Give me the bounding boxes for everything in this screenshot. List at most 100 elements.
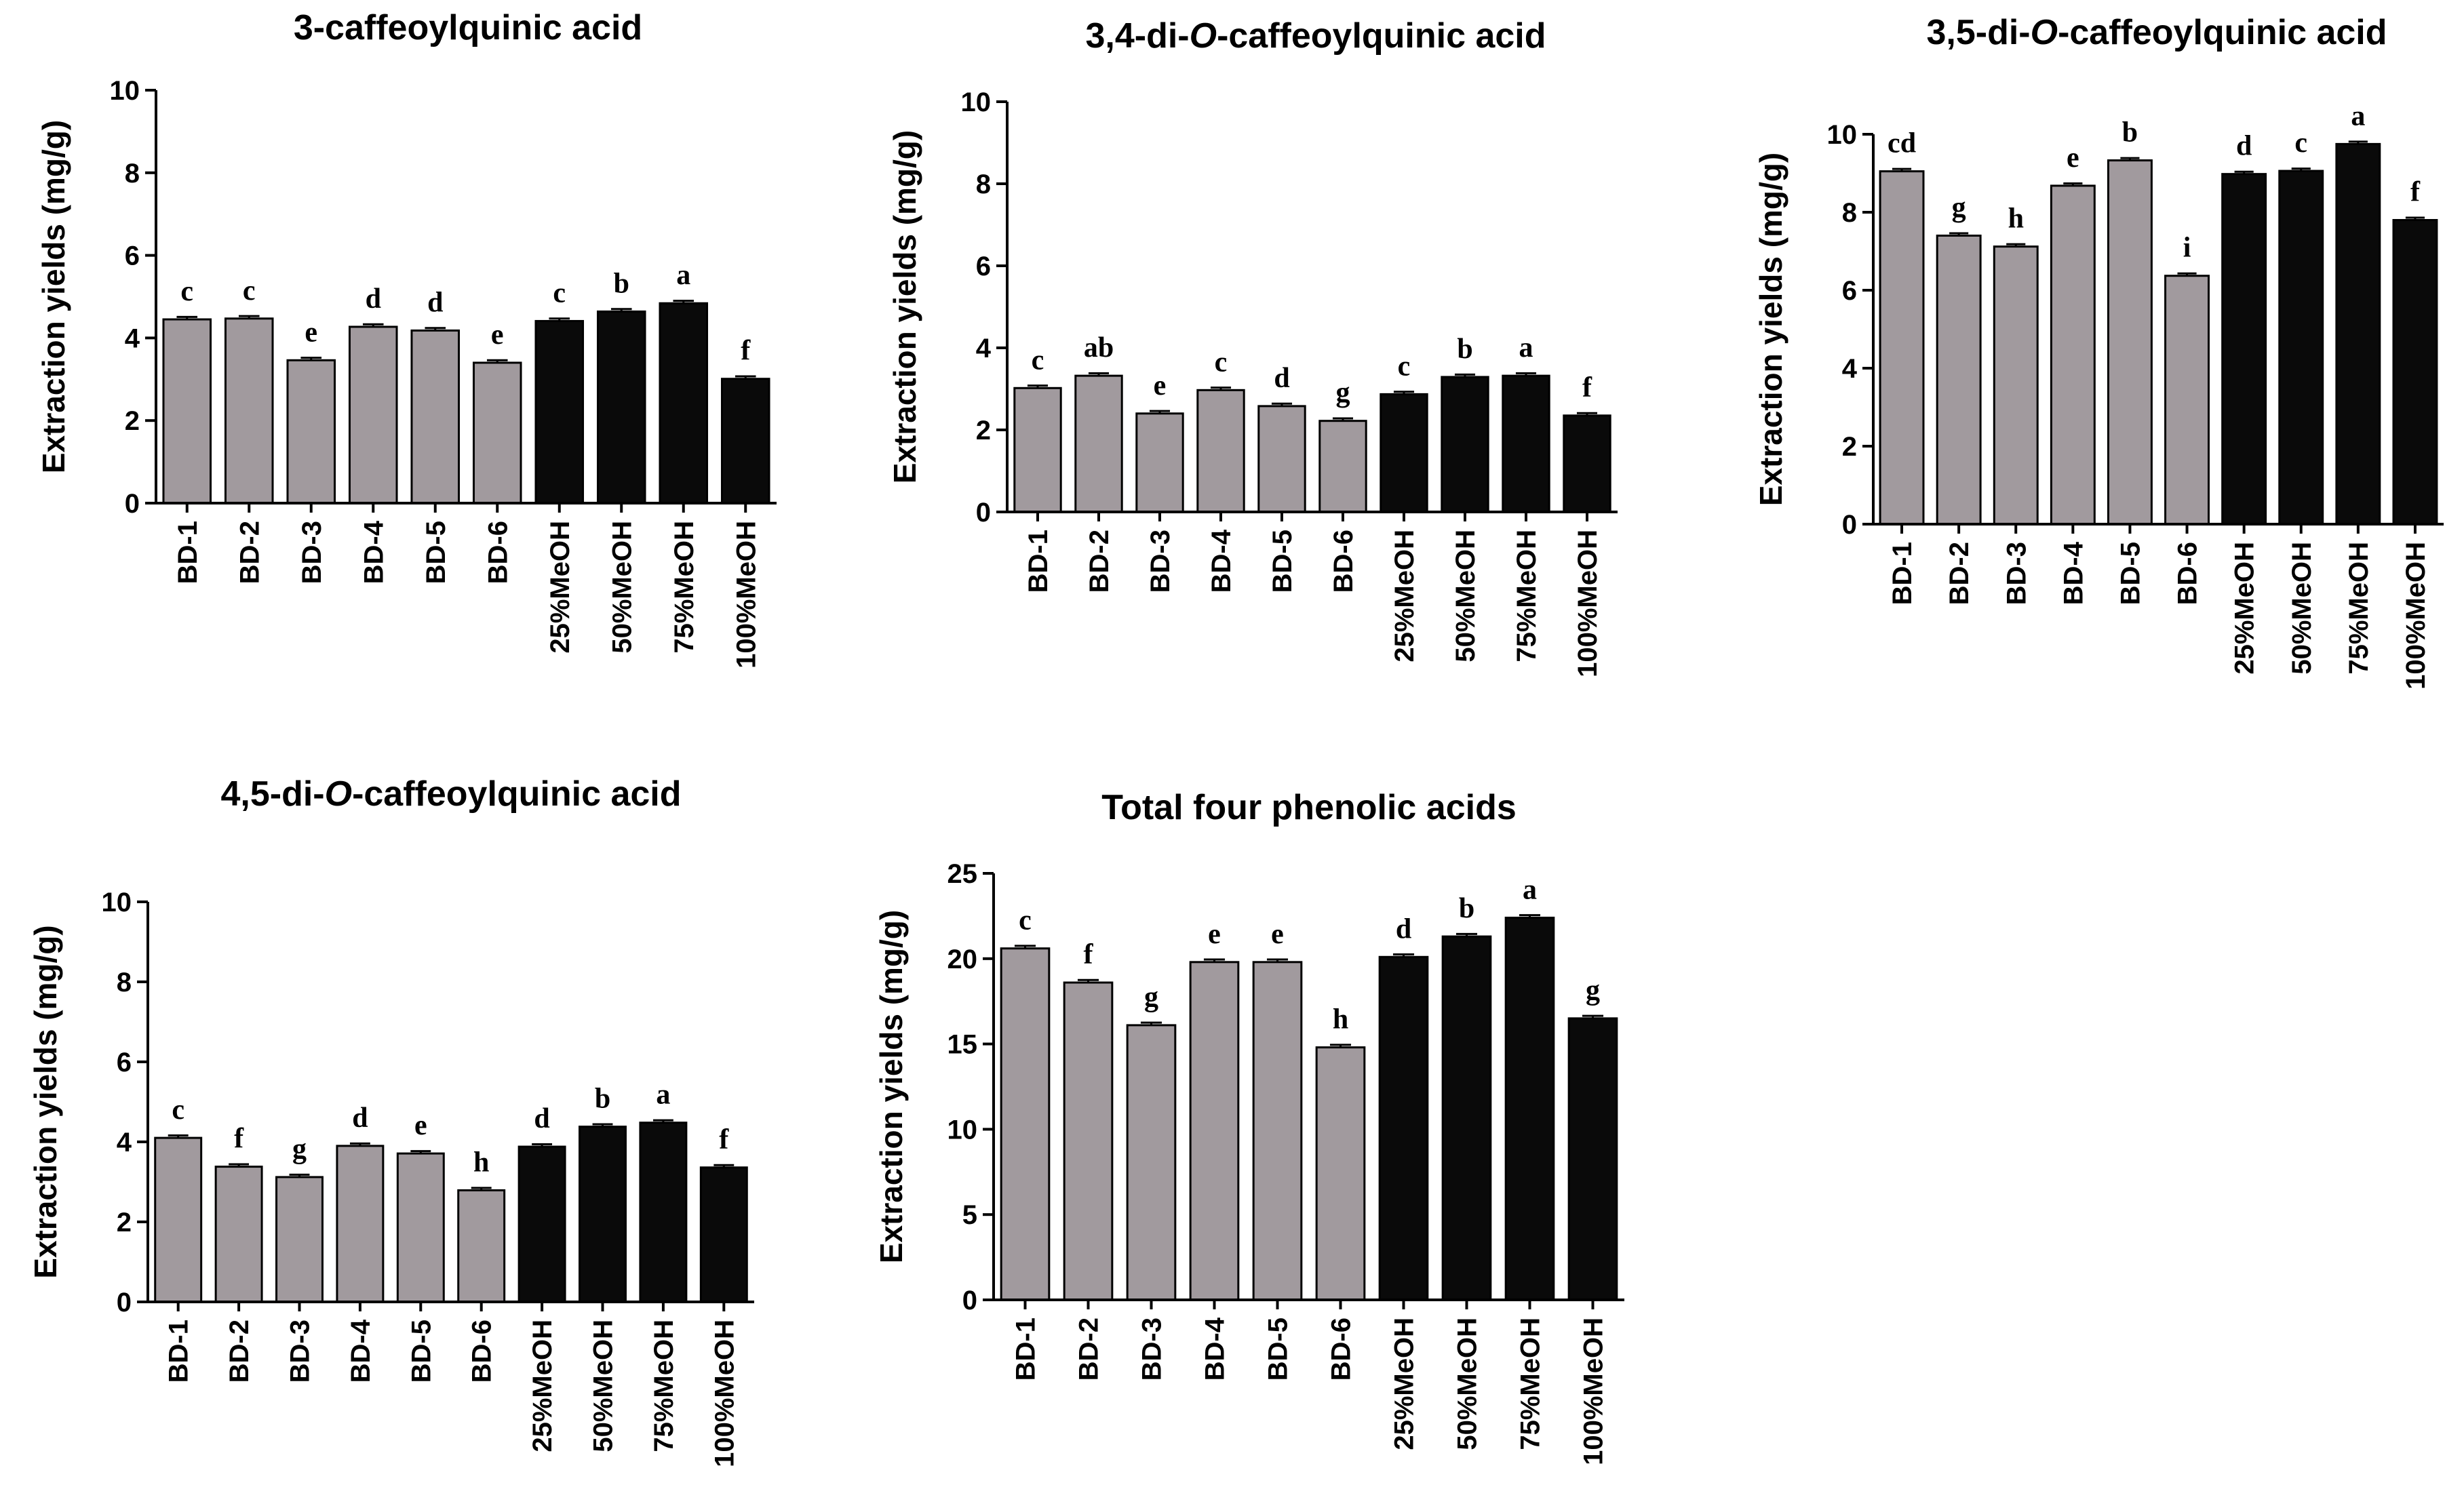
bar-BD-5: [1252, 961, 1303, 1301]
significance-label: b: [595, 1084, 610, 1115]
x-tick-label: BD-2: [224, 1320, 254, 1383]
bar-50%MeOH: [2278, 170, 2324, 526]
y-axis-label: Extraction yields (mg/g): [36, 120, 71, 473]
x-tick-label: BD-6: [467, 1320, 497, 1383]
x-tick-label: 100%MeOH: [1579, 1317, 1609, 1465]
x-tick-label: BD-4: [1207, 529, 1236, 593]
x-tick-label: BD-2: [1944, 542, 1974, 605]
y-tick-label: 0: [117, 1288, 132, 1317]
bar-25%MeOH: [2221, 173, 2267, 526]
bar-BD-1: [154, 1136, 203, 1303]
significance-label: e: [1208, 919, 1221, 950]
bar-BD-6: [1318, 420, 1367, 513]
chart-title: Total four phenolic acids: [1101, 788, 1517, 827]
bar-75%MeOH: [659, 302, 709, 504]
bar-BD-6: [472, 361, 522, 504]
x-tick-label: BD-3: [2001, 542, 2031, 605]
significance-label: c: [2294, 127, 2307, 159]
x-tick-label: 25%MeOH: [545, 521, 575, 654]
bar-75%MeOH: [1502, 374, 1550, 513]
x-tick-label: BD-1: [1011, 1317, 1041, 1381]
x-tick-label: 50%MeOH: [589, 1320, 619, 1452]
bar-100%MeOH: [699, 1166, 748, 1303]
bar-100%MeOH: [1563, 414, 1611, 513]
chart-title: 3-caffeoylquinic acid: [294, 8, 642, 47]
x-tick-label: BD-5: [1268, 530, 1297, 593]
significance-label: h: [1333, 1004, 1348, 1035]
x-tick-label: 50%MeOH: [2287, 542, 2317, 675]
significance-label: c: [180, 276, 193, 307]
bar-BD-2: [1063, 981, 1114, 1301]
bar-BD-4: [348, 325, 398, 504]
bar-50%MeOH: [596, 310, 646, 504]
bar-BD-4: [2050, 184, 2096, 526]
bar-BD-3: [1993, 245, 2039, 526]
bar-75%MeOH: [639, 1122, 688, 1303]
y-tick-label: 6: [976, 252, 991, 281]
y-tick-label: 20: [947, 945, 978, 974]
chart-title-part: -caffeoylquinic acid: [2058, 13, 2387, 52]
significance-label: c: [243, 275, 256, 306]
y-tick-label: 2: [125, 406, 140, 436]
x-tick-label: BD-2: [1074, 1317, 1104, 1381]
bar-BD-2: [224, 317, 274, 504]
x-tick-label: 25%MeOH: [1390, 1317, 1420, 1450]
bar-BD-3: [1126, 1024, 1177, 1301]
bar-50%MeOH: [1441, 935, 1492, 1301]
bar-50%MeOH: [579, 1126, 627, 1303]
y-tick-label: 4: [1842, 354, 1858, 384]
x-tick-label: 75%MeOH: [2344, 542, 2374, 675]
bar-BD-3: [1135, 412, 1184, 513]
bar-50%MeOH: [1441, 376, 1489, 513]
chart-panel-1: 3-caffeoylquinic acid Extraction yields (…: [36, 8, 777, 669]
x-tick-label: 25%MeOH: [528, 1320, 558, 1452]
bar-BD-6: [457, 1189, 506, 1303]
y-tick-label: 8: [1842, 198, 1857, 228]
x-tick-label: BD-6: [483, 521, 513, 584]
significance-label: g: [1586, 975, 1600, 1006]
significance-label: a: [676, 260, 690, 291]
bar-BD-6: [2164, 275, 2210, 526]
y-tick-label: 4: [117, 1128, 132, 1157]
y-axis-label: Extraction yields (mg/g): [874, 910, 909, 1263]
bar-BD-5: [2107, 159, 2153, 526]
y-tick-label: 6: [1842, 276, 1857, 306]
x-tick-label: 25%MeOH: [2230, 542, 2260, 675]
x-tick-label: BD-5: [421, 521, 451, 584]
x-tick-label: BD-1: [1023, 530, 1053, 593]
y-tick-label: 6: [117, 1048, 132, 1077]
x-tick-label: BD-3: [1146, 530, 1175, 593]
bar-BD-3: [286, 359, 336, 504]
x-tick-label: BD-6: [1329, 530, 1358, 593]
significance-label: c: [1215, 346, 1228, 378]
bar-BD-6: [1315, 1046, 1366, 1301]
x-tick-label: BD-4: [346, 1319, 376, 1383]
chart-title: 3,5-di-O-caffeoylquinic acid: [1926, 13, 2387, 52]
x-tick-label: 25%MeOH: [1390, 530, 1420, 662]
significance-label: d: [352, 1103, 368, 1134]
significance-label: ab: [1084, 332, 1114, 363]
y-axis-label: Extraction yields (mg/g): [1753, 153, 1788, 506]
x-tick-label: 100%MeOH: [2401, 542, 2431, 690]
chart-panel-3: 3,5-di-O-caffeoylquinic acid Extraction y…: [1753, 13, 2444, 690]
x-tick-label: BD-6: [1327, 1317, 1356, 1381]
y-tick-label: 10: [961, 87, 992, 117]
significance-label: g: [1952, 193, 1966, 224]
significance-label: f: [1084, 939, 1094, 970]
x-tick-label: BD-3: [286, 1320, 315, 1383]
chart-title-part: O: [1190, 16, 1217, 56]
bar-25%MeOH: [517, 1145, 566, 1303]
bar-BD-5: [410, 329, 461, 504]
x-tick-label: BD-5: [2115, 542, 2145, 605]
y-tick-label: 10: [110, 76, 140, 106]
significance-label: d: [366, 283, 381, 315]
bar-BD-3: [275, 1176, 324, 1303]
significance-label: f: [741, 336, 751, 367]
significance-label: a: [1519, 332, 1533, 363]
y-tick-label: 10: [947, 1115, 978, 1145]
y-tick-label: 8: [976, 170, 991, 199]
x-tick-label: BD-2: [1084, 530, 1114, 593]
y-tick-label: 5: [962, 1200, 977, 1230]
bar-BD-1: [162, 318, 212, 504]
bar-100%MeOH: [720, 378, 770, 504]
